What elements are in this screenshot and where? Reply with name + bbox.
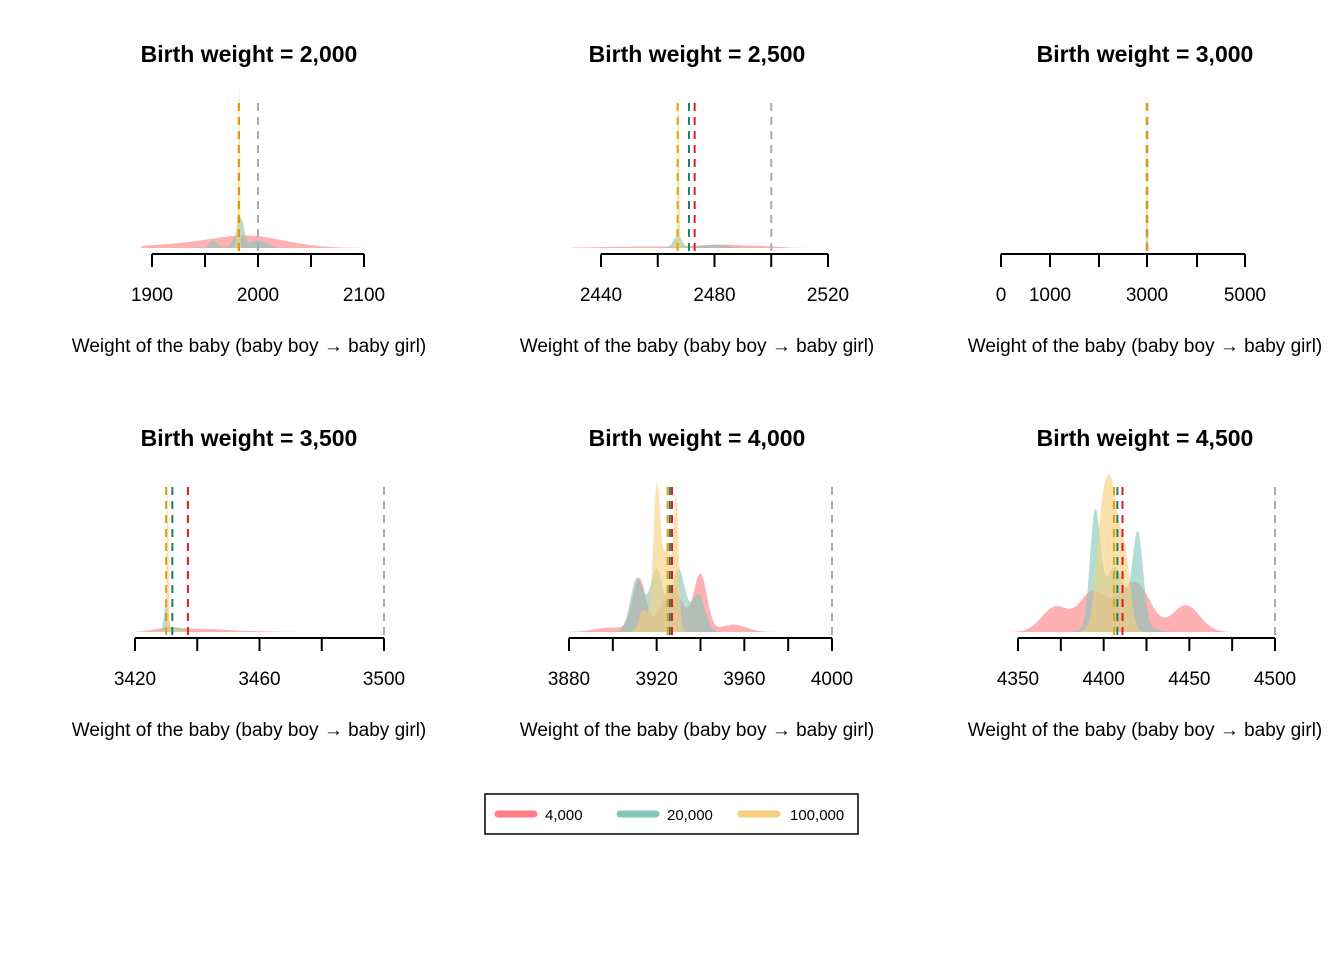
- legend-label: 20,000: [667, 807, 713, 824]
- x-axis-label: Weight of the baby (baby boy → baby girl…: [968, 336, 1323, 357]
- x-tick-label: 4350: [997, 669, 1039, 690]
- panel-title: Birth weight = 4,500: [1037, 425, 1254, 451]
- x-tick-label: 4000: [811, 669, 853, 690]
- panel-3: 0 1000 3000 5000 Birth weight = 3,000 Weight …: [968, 41, 1323, 357]
- panel-title: Birth weight = 2,500: [589, 41, 806, 67]
- x-tick-label: 1000: [1029, 285, 1071, 306]
- x-tick-label: 0: [996, 285, 1007, 306]
- x-tick-label: 1900: [131, 285, 173, 306]
- legend: 4,000 20,000 100,000: [484, 793, 859, 835]
- density-4000: [135, 627, 384, 632]
- x-axis-label: Weight of the baby (baby boy → baby girl…: [72, 336, 427, 357]
- x-tick-label: 3000: [1126, 285, 1168, 306]
- panel-6: 4350 4400 4450 4500 Birth weight = 4,500 Weig…: [966, 425, 1323, 741]
- density-100000: [141, 82, 364, 248]
- x-tick-label: 3880: [548, 669, 590, 690]
- panel-title: Birth weight = 3,000: [1037, 41, 1254, 67]
- density-100000: [1001, 111, 1245, 248]
- density-20000: [572, 235, 843, 248]
- density-20000: [1001, 107, 1245, 248]
- x-tick-label: 3460: [238, 669, 280, 690]
- panels: 1900 2000 2100 Birth weight = 2,000 Weight o…: [72, 41, 1323, 741]
- panel-title: Birth weight = 4,000: [589, 425, 806, 451]
- x-axis-label: Weight of the baby (baby boy → baby girl…: [72, 720, 427, 741]
- panel-2: 2440 2480 2520 Birth weight = 2,500 Weight o…: [520, 41, 875, 357]
- x-tick-label: 2440: [580, 285, 622, 306]
- x-tick-label: 3960: [723, 669, 765, 690]
- x-tick-label: 2100: [343, 285, 385, 306]
- density-100000: [966, 474, 1275, 632]
- x-tick-label: 3420: [114, 669, 156, 690]
- density-20000: [141, 217, 364, 248]
- legend-box: [484, 793, 859, 835]
- legend-label: 100,000: [790, 807, 844, 824]
- x-axis-label: Weight of the baby (baby boy → baby girl…: [968, 720, 1323, 741]
- x-axis-label: Weight of the baby (baby boy → baby girl…: [520, 336, 875, 357]
- x-tick-label: 4450: [1168, 669, 1210, 690]
- density-4000: [141, 235, 364, 248]
- x-tick-label: 2520: [807, 285, 849, 306]
- x-tick-label: 3500: [363, 669, 405, 690]
- x-tick-label: 4400: [1083, 669, 1125, 690]
- panel-title: Birth weight = 3,500: [141, 425, 358, 451]
- x-tick-label: 2480: [693, 285, 735, 306]
- x-tick-label: 3920: [636, 669, 678, 690]
- density-4000: [1001, 104, 1245, 248]
- density-100000: [572, 97, 843, 249]
- x-tick-label: 2000: [237, 285, 279, 306]
- x-tick-label: 4500: [1254, 669, 1296, 690]
- panel-5: 3880 3920 3960 4000 Birth weight = 4,000 Weig…: [520, 425, 875, 741]
- panel-1: 1900 2000 2100 Birth weight = 2,000 Weight o…: [72, 41, 427, 357]
- density-20000: [569, 568, 832, 632]
- x-tick-label: 5000: [1224, 285, 1266, 306]
- panel-title: Birth weight = 2,000: [141, 41, 358, 67]
- x-axis-label: Weight of the baby (baby boy → baby girl…: [520, 720, 875, 741]
- panel-4: 3420 3460 3500 Birth weight = 3,500 Weight o…: [72, 425, 427, 741]
- legend-label: 4,000: [545, 807, 583, 824]
